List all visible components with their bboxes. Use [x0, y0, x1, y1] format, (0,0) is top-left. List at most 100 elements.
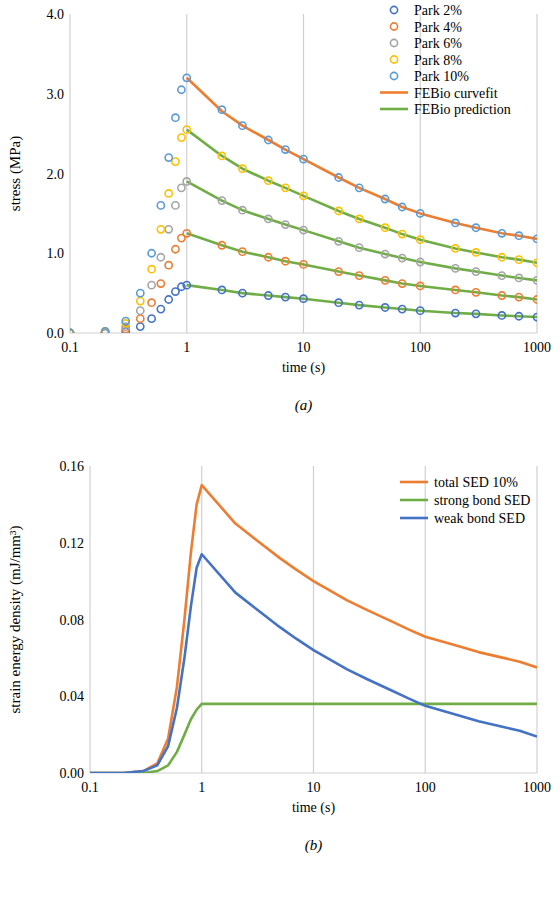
scatter-point [157, 305, 164, 312]
x-tick-label: 1 [198, 780, 205, 795]
scatter-point [300, 156, 307, 163]
scatter-point [300, 261, 307, 268]
grid-line [425, 466, 426, 773]
y-tick-label: 0.00 [60, 766, 85, 781]
y-tick-label: 4.0 [47, 7, 65, 22]
scatter-point [157, 254, 164, 261]
scatter-point [183, 178, 190, 185]
scatter-point [165, 296, 172, 303]
scatter-point [300, 295, 307, 302]
scatter-point [148, 315, 155, 322]
scatter-point [165, 226, 172, 233]
scatter-point [165, 190, 172, 197]
y-tick [66, 333, 70, 334]
scatter-point [282, 221, 289, 228]
scatter-point [157, 202, 164, 209]
legend-label: Park 6% [414, 36, 462, 51]
scatter-point [356, 215, 363, 222]
y-tick-label: 2.0 [47, 167, 65, 182]
scatter-point [399, 231, 406, 238]
panel-caption: (b) [305, 837, 323, 854]
y-tick [86, 773, 90, 774]
scatter-point [178, 184, 185, 191]
y-tick [86, 619, 90, 620]
scatter-point [70, 329, 74, 333]
scatter-point [218, 106, 225, 113]
scatter-point [533, 296, 537, 303]
figure: 0.111010010000.01.02.03.04.0time (s)stre… [0, 0, 560, 900]
scatter-point [399, 305, 406, 312]
scatter-point [239, 165, 246, 172]
scatter-point [137, 307, 144, 314]
scatter-point [102, 328, 109, 333]
legend-label: FEBio curvefit [414, 86, 498, 101]
x-tick-label: 100 [415, 780, 436, 795]
scatter-point [417, 210, 424, 217]
scatter-point [157, 280, 164, 287]
scatter-point [265, 136, 272, 143]
scatter-point [282, 258, 289, 265]
scatter-point [382, 224, 389, 231]
scatter-point [356, 272, 363, 279]
scatter-point [382, 195, 389, 202]
scatter-point [183, 74, 190, 81]
scatter-point [417, 307, 424, 314]
scatter-point [137, 315, 144, 322]
legend-label: Park 2% [414, 3, 462, 18]
scatter-point [452, 309, 459, 316]
legend-line [400, 499, 428, 502]
scatter-point [137, 290, 144, 297]
scatter-point [533, 277, 537, 284]
scatter-point [282, 184, 289, 191]
scatter-point [472, 310, 479, 317]
scatter-point [515, 294, 522, 301]
legend-label: Park 4% [414, 20, 462, 35]
scatter-point [148, 266, 155, 273]
grid-line [313, 466, 314, 773]
scatter-point [498, 254, 505, 261]
legend-label: strong bond SED [434, 493, 530, 508]
scatter-point [300, 192, 307, 199]
scatter-point [218, 152, 225, 159]
scatter-point [472, 249, 479, 256]
scatter-point [382, 277, 389, 284]
scatter-point [265, 292, 272, 299]
legend-line [400, 481, 428, 484]
scatter-point [472, 268, 479, 275]
scatter-point [335, 299, 342, 306]
scatter-point [70, 329, 74, 333]
scatter-point [218, 286, 225, 293]
scatter-point [498, 292, 505, 299]
scatter-point [382, 250, 389, 257]
plot-area [90, 485, 537, 773]
grid-line [201, 466, 202, 773]
scatter-point [300, 227, 307, 234]
scatter-point [399, 280, 406, 287]
scatter-point [172, 246, 179, 253]
scatter-point [148, 250, 155, 257]
legend-label: FEBio prediction [414, 102, 511, 117]
scatter-point [335, 268, 342, 275]
scatter-point [515, 313, 522, 320]
scatter-point [183, 230, 190, 237]
scatter-point [102, 329, 109, 333]
grid-line [536, 466, 537, 773]
x-tick-label: 100 [410, 340, 431, 355]
scatter-point [239, 248, 246, 255]
grid-line [536, 14, 537, 333]
scatter-point [70, 329, 74, 333]
legend-label: weak bond SED [434, 511, 525, 526]
scatter-point [335, 238, 342, 245]
y-tick [66, 93, 70, 94]
legend-marker [390, 39, 397, 46]
scatter-point [265, 254, 272, 261]
scatter-point [515, 232, 522, 239]
y-tick-label: 3.0 [47, 87, 65, 102]
x-tick-label: 1000 [523, 340, 551, 355]
scatter-point [183, 282, 190, 289]
legend-marker [390, 23, 397, 30]
scatter-point [265, 177, 272, 184]
y-axis-title: stress (MPa) [7, 136, 24, 211]
scatter-point [148, 282, 155, 289]
scatter-point [70, 329, 74, 333]
